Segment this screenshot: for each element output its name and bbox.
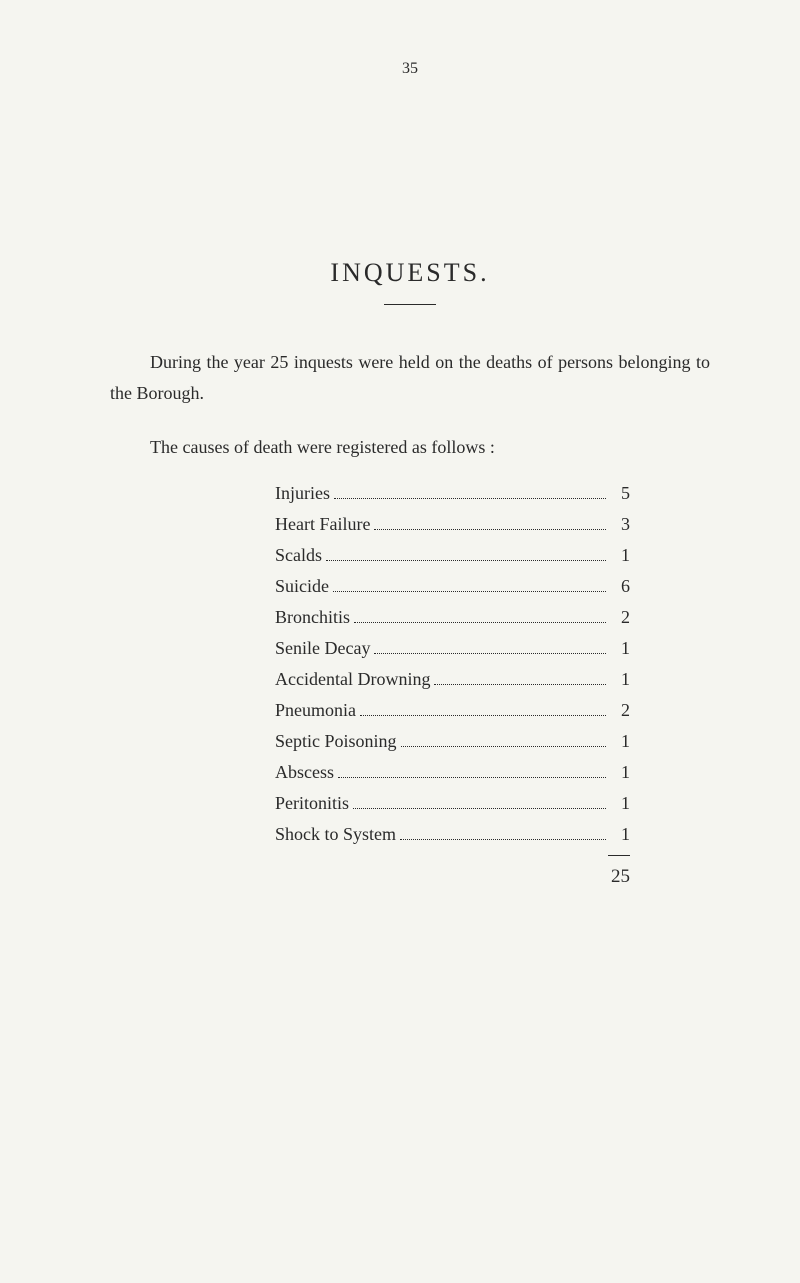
cause-label: Pneumonia [275,700,356,721]
causes-list: Injuries 5 Heart Failure 3 Scalds 1 Suic… [275,483,630,888]
intro-paragraph: During the year 25 inquests were held on… [110,347,710,408]
causes-intro: The causes of death were registered as f… [110,432,710,463]
cause-value: 6 [610,576,630,597]
cause-row: Peritonitis 1 [275,793,630,814]
leader-dots [401,746,606,747]
cause-row: Suicide 6 [275,576,630,597]
cause-row: Heart Failure 3 [275,514,630,535]
cause-value: 2 [610,700,630,721]
cause-row: Injuries 5 [275,483,630,504]
cause-value: 2 [610,607,630,628]
cause-label: Suicide [275,576,329,597]
cause-label: Senile Decay [275,638,370,659]
cause-label: Abscess [275,762,334,783]
leader-dots [338,777,606,778]
leader-dots [354,622,606,623]
cause-label: Shock to System [275,824,396,845]
cause-value: 1 [610,638,630,659]
cause-row: Shock to System 1 [275,824,630,845]
leader-dots [353,808,606,809]
cause-row: Abscess 1 [275,762,630,783]
cause-value: 1 [610,545,630,566]
leader-dots [326,560,606,561]
leader-dots [360,715,606,716]
cause-row: Scalds 1 [275,545,630,566]
leader-dots [400,839,606,840]
cause-value: 1 [610,793,630,814]
leader-dots [333,591,606,592]
cause-label: Peritonitis [275,793,349,814]
cause-value: 5 [610,483,630,504]
causes-intro-text: The causes of death were registered as f… [150,437,495,457]
page-title: INQUESTS. [110,258,710,288]
leader-dots [434,684,606,685]
cause-value: 1 [610,669,630,690]
cause-row: Bronchitis 2 [275,607,630,628]
cause-label: Injuries [275,483,330,504]
cause-value: 1 [610,824,630,845]
cause-label: Septic Poisoning [275,731,397,752]
cause-row: Senile Decay 1 [275,638,630,659]
cause-label: Scalds [275,545,322,566]
intro-text: During the year 25 inquests were held on… [110,352,710,403]
leader-dots [374,653,606,654]
leader-dots [374,529,606,530]
title-rule [384,304,436,305]
total-rule [608,855,630,856]
cause-value: 1 [610,731,630,752]
total-value: 25 [275,866,630,888]
cause-row: Accidental Drowning 1 [275,669,630,690]
cause-label: Accidental Drowning [275,669,430,690]
cause-label: Heart Failure [275,514,370,535]
cause-value: 1 [610,762,630,783]
document-page: 35 INQUESTS. During the year 25 inquests… [0,0,800,1283]
leader-dots [334,498,606,499]
cause-value: 3 [610,514,630,535]
page-number: 35 [110,60,710,78]
cause-row: Septic Poisoning 1 [275,731,630,752]
cause-row: Pneumonia 2 [275,700,630,721]
cause-label: Bronchitis [275,607,350,628]
